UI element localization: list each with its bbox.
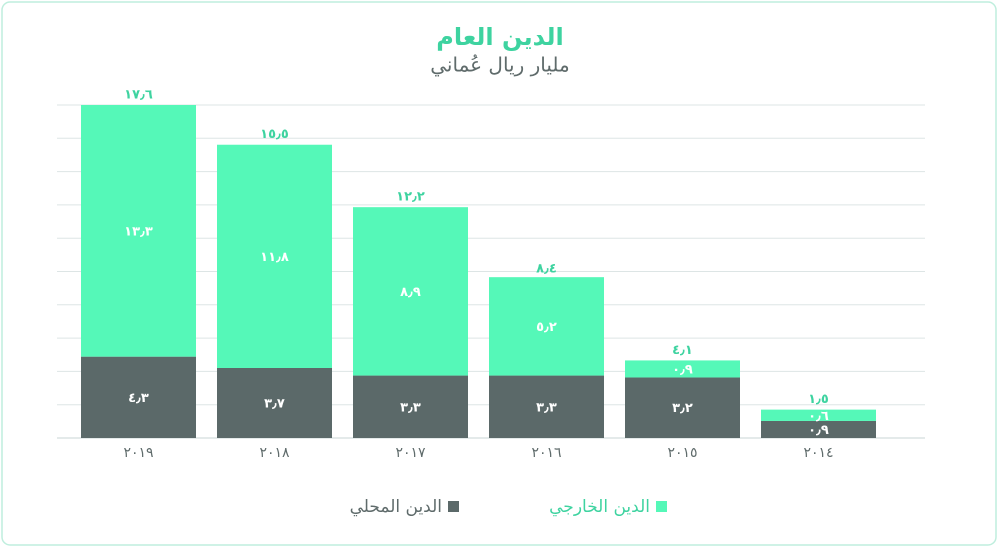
bar-segment — [217, 144, 332, 368]
total-label: ١٢٫٢ — [396, 190, 425, 205]
legend-label: الدين الخارجي — [549, 497, 650, 517]
bar-segment — [217, 367, 332, 438]
x-tick-label: ٢٠١٩ — [123, 445, 153, 461]
bar-segment — [81, 105, 196, 357]
bar-segment — [353, 207, 468, 376]
x-tick-label: ٢٠١٤ — [803, 445, 833, 461]
total-label: ١٧٫٦ — [124, 88, 153, 103]
bar-segment — [625, 377, 740, 438]
value-label: ١٣٫٣ — [124, 224, 153, 239]
x-tick-label: ٢٠١٦ — [531, 445, 561, 461]
x-tick-label: ٢٠١٨ — [259, 445, 290, 461]
value-label: ٠٫٩ — [672, 362, 693, 377]
value-label: ٥٫٢ — [536, 320, 557, 335]
value-label: ١١٫٨ — [260, 250, 289, 265]
total-label: ٤٫١ — [672, 343, 693, 358]
value-label: ٣٫٢ — [672, 401, 693, 416]
x-tick-label: ٢٠١٧ — [395, 445, 426, 461]
total-label: ٨٫٤ — [536, 262, 557, 277]
bar-segment — [81, 356, 196, 438]
value-label: ٠٫٦ — [808, 409, 829, 424]
legend-label: الدين المحلي — [350, 497, 442, 517]
value-label: ٣٫٣ — [400, 400, 421, 415]
bar-segment — [761, 409, 876, 421]
bar-segment — [353, 375, 468, 438]
bar-segment — [489, 277, 604, 376]
total-label: ١٥٫٥ — [260, 127, 289, 142]
value-label: ٠٫٩ — [808, 423, 829, 438]
value-label: ٣٫٣ — [536, 400, 557, 415]
bar-segment — [761, 420, 876, 438]
value-label: ٤٫٣ — [128, 391, 149, 406]
bar-segment — [625, 360, 740, 378]
value-label: ٣٫٧ — [264, 396, 285, 411]
chart-title: الدين العام — [436, 23, 563, 51]
bar-segment — [489, 375, 604, 438]
legend-swatch — [656, 501, 667, 512]
chart-subtitle: مليار ريال عُماني — [430, 53, 570, 78]
x-tick-label: ٢٠١٥ — [667, 445, 697, 461]
total-label: ١٫٥ — [808, 392, 829, 407]
legend-swatch — [448, 501, 459, 512]
value-label: ٨٫٩ — [400, 285, 421, 300]
